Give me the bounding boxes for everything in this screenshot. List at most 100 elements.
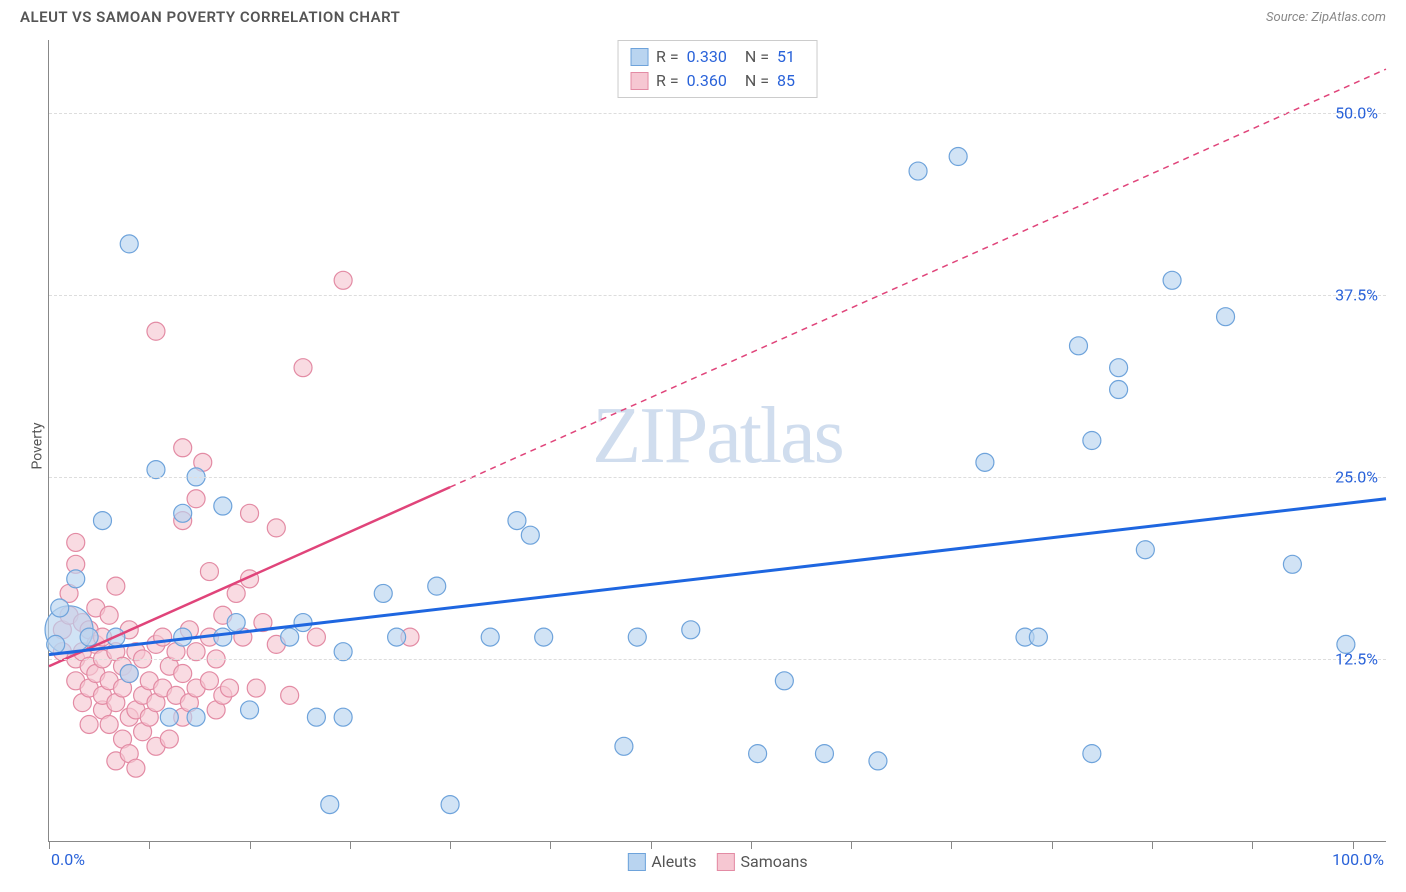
scatter-point [100,715,118,733]
scatter-point [214,497,232,515]
scatter-point [1029,628,1047,646]
scatter-point [267,519,285,537]
scatter-point [508,512,526,530]
gridline [49,659,1386,660]
scatter-point [976,453,994,471]
scatter-point [1110,381,1128,399]
gridline [49,295,1386,296]
stat-r-label: R = [656,45,679,69]
legend-item-aleut: Aleuts [627,852,696,871]
stats-row-aleut: R = 0.330 N = 51 [630,45,805,69]
stat-n-samoan: 85 [777,69,795,93]
scatter-point [1217,308,1235,326]
y-tick-label: 25.0% [1335,467,1378,486]
x-axis-max-label: 100.0% [1332,850,1384,869]
scatter-point [107,577,125,595]
y-tick-label: 12.5% [1335,649,1378,668]
scatter-point [749,745,767,763]
scatter-point [241,504,259,522]
scatter-point [187,708,205,726]
scatter-point [441,796,459,814]
x-tick [1353,841,1354,849]
legend-item-samoan: Samoans [716,852,807,871]
scatter-point [481,628,499,646]
plot-svg [49,40,1386,841]
chart-title: ALEUT VS SAMOAN POVERTY CORRELATION CHAR… [20,8,400,26]
x-axis-min-label: 0.0% [51,850,85,869]
x-tick [250,841,251,849]
scatter-point [1283,555,1301,573]
scatter-point [535,628,553,646]
legend: Aleuts Samoans [627,852,807,871]
scatter-point [93,512,111,530]
scatter-point [241,701,259,719]
scatter-point [51,599,69,617]
scatter-point [227,584,245,602]
scatter-point [174,665,192,683]
scatter-point [174,439,192,457]
scatter-point [909,162,927,180]
scatter-point [1110,359,1128,377]
swatch-aleut [627,853,645,871]
scatter-point [127,759,145,777]
stats-row-samoan: R = 0.360 N = 85 [630,69,805,93]
y-axis-label: Poverty [30,422,46,469]
trend-line [450,69,1386,487]
scatter-chart: ZIPatlas R = 0.330 N = 51 R = 0.360 N = … [48,40,1386,842]
x-tick [851,841,852,849]
scatter-point [869,752,887,770]
scatter-point [160,708,178,726]
scatter-point [67,533,85,551]
gridline [49,113,1386,114]
scatter-point [334,708,352,726]
scatter-point [200,672,218,690]
scatter-point [307,708,325,726]
scatter-point [294,359,312,377]
stat-n-aleut: 51 [777,45,795,69]
scatter-point [160,730,178,748]
scatter-point [1163,271,1181,289]
scatter-point [374,584,392,602]
source-attribution: Source: ZipAtlas.com [1266,10,1386,25]
scatter-point [281,628,299,646]
scatter-point [682,621,700,639]
scatter-point [775,672,793,690]
scatter-point [247,679,265,697]
scatter-point [321,796,339,814]
scatter-point [187,490,205,508]
scatter-point [388,628,406,646]
stat-n-label: N = [745,45,769,69]
legend-label-aleut: Aleuts [651,852,696,871]
scatter-point [294,614,312,632]
x-tick [1252,841,1253,849]
scatter-point [281,686,299,704]
scatter-point [1083,432,1101,450]
scatter-point [628,628,646,646]
scatter-point [100,606,118,624]
x-tick [651,841,652,849]
scatter-point [200,563,218,581]
scatter-point [334,271,352,289]
gridline [49,477,1386,478]
y-tick-label: 50.0% [1335,103,1378,122]
scatter-point [214,628,232,646]
scatter-point [1083,745,1101,763]
scatter-point [1069,337,1087,355]
stat-r-label: R = [656,69,679,93]
swatch-samoan [716,853,734,871]
scatter-point [227,614,245,632]
scatter-point [521,526,539,544]
x-tick [49,841,50,849]
correlation-stats-box: R = 0.330 N = 51 R = 0.360 N = 85 [617,40,818,98]
scatter-point [80,628,98,646]
scatter-point [1136,541,1154,559]
x-tick [550,841,551,849]
stat-r-samoan: 0.360 [687,69,727,93]
scatter-point [120,665,138,683]
scatter-point [80,715,98,733]
scatter-point [220,679,238,697]
stat-n-label: N = [745,69,769,93]
swatch-aleut [630,48,648,66]
stat-r-aleut: 0.330 [687,45,727,69]
y-tick-label: 37.5% [1335,285,1378,304]
